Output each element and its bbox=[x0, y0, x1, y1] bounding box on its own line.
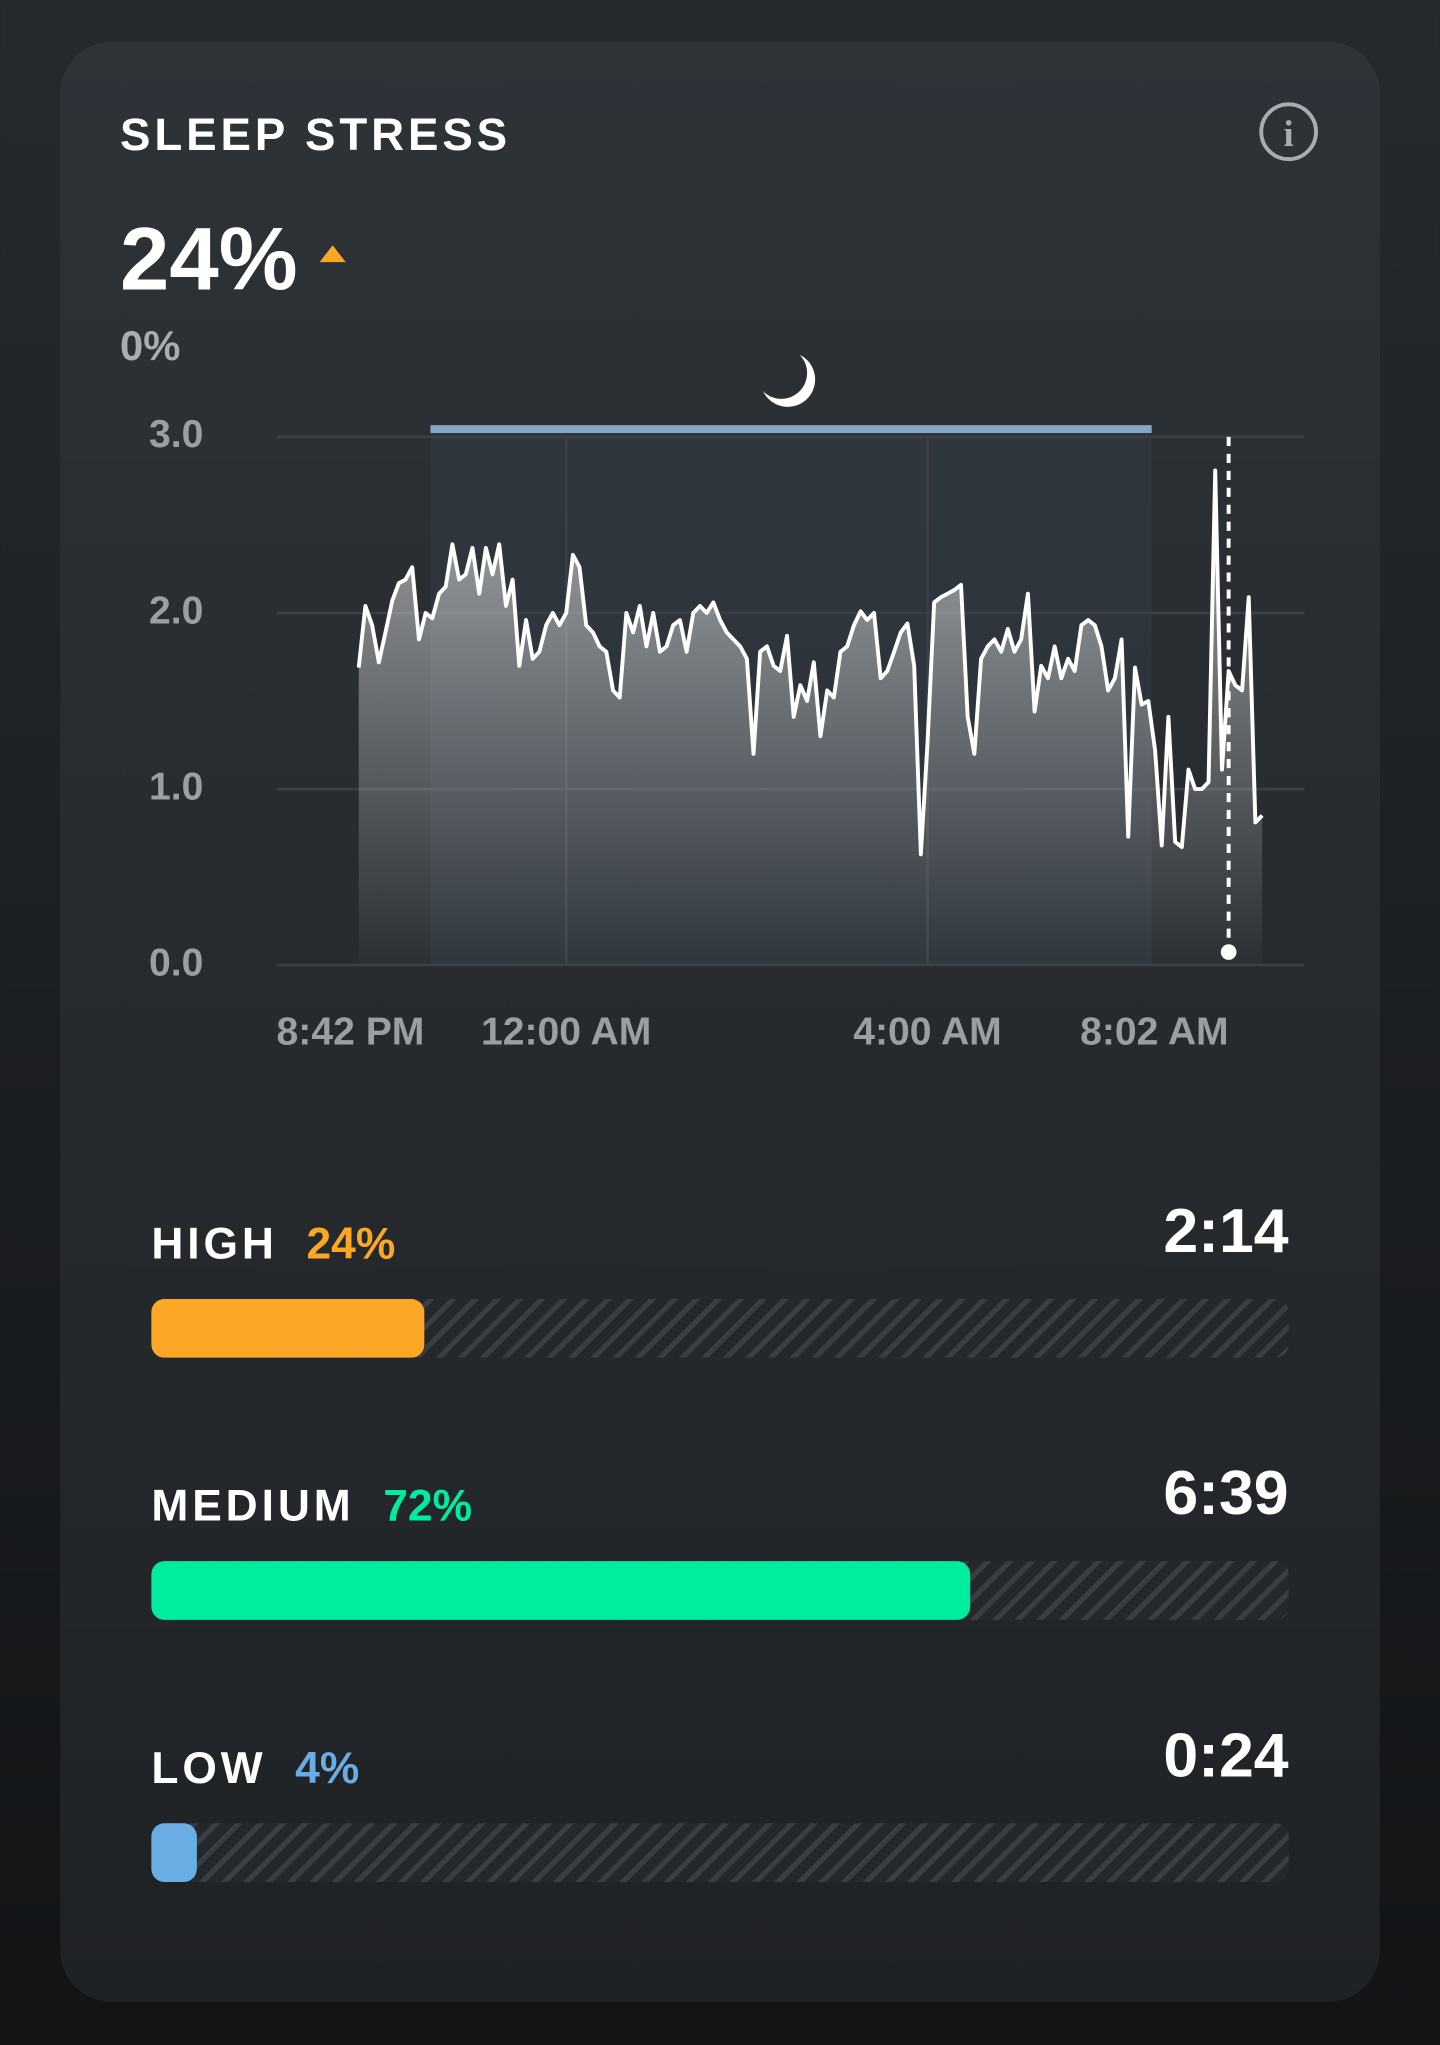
level-name: LOW bbox=[151, 1744, 266, 1793]
level-duration: 0:24 bbox=[1163, 1720, 1288, 1790]
card-title: SLEEP STRESS bbox=[120, 109, 511, 160]
trend-arrow bbox=[319, 245, 346, 263]
x-tick-label: 8:02 AM bbox=[1080, 1011, 1229, 1054]
level-name: HIGH bbox=[151, 1220, 277, 1269]
stress-levels: HIGH 24% 2:14 MEDIUM 72% 6:39 LOW 4% 0:24 bbox=[151, 1196, 1289, 1882]
bar bbox=[151, 1823, 197, 1882]
x-tick-label: 4:00 AM bbox=[853, 1011, 1002, 1054]
bar bbox=[151, 1298, 425, 1358]
level-duration: 2:14 bbox=[1163, 1196, 1288, 1266]
level-percent: 24% bbox=[307, 1220, 396, 1269]
y-tick-label: 1.0 bbox=[149, 765, 203, 808]
chart: 0.0 1.0 2.0 3.0 8:42 PM 12:00 AM 4:00 AM 8:02 A… bbox=[149, 413, 1305, 1054]
svg-text:i: i bbox=[1284, 113, 1294, 154]
x-tick-label: 8:42 PM bbox=[277, 1011, 425, 1054]
score: 24% bbox=[120, 210, 297, 309]
sleep-band-top bbox=[430, 425, 1152, 433]
level-label: MEDIUM 72% bbox=[151, 1482, 472, 1531]
y-tick-label: 2.0 bbox=[149, 589, 203, 632]
now-dot bbox=[1220, 944, 1237, 960]
x-tick-label: 12:00 AM bbox=[481, 1011, 651, 1054]
y-tick-label: 3.0 bbox=[149, 413, 203, 456]
level-label: HIGH 24% bbox=[151, 1220, 395, 1269]
area bbox=[358, 470, 1263, 966]
level-label: LOW 4% bbox=[151, 1744, 359, 1793]
baseline: 0% bbox=[120, 322, 180, 369]
moon-icon bbox=[763, 354, 816, 407]
bar-track bbox=[151, 1823, 1289, 1882]
level-name: MEDIUM bbox=[151, 1482, 354, 1531]
level-duration: 6:39 bbox=[1163, 1458, 1288, 1528]
y-tick-label: 0.0 bbox=[149, 941, 203, 984]
bar-track bbox=[151, 1298, 1289, 1358]
level-percent: 72% bbox=[383, 1482, 472, 1531]
level-percent: 4% bbox=[295, 1744, 359, 1793]
line bbox=[356, 468, 1264, 857]
info-button[interactable]: i bbox=[1259, 102, 1318, 162]
card bbox=[60, 41, 1380, 2002]
bar bbox=[151, 1561, 971, 1620]
